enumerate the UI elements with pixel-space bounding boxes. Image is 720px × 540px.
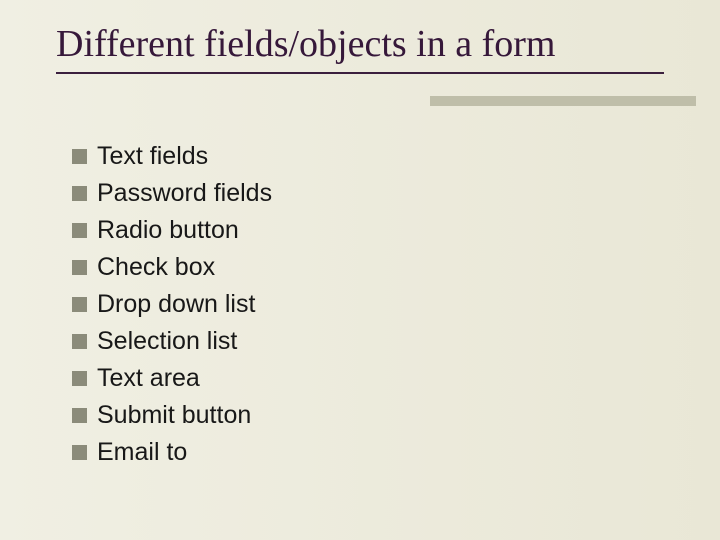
square-bullet-icon bbox=[72, 149, 87, 164]
title-block: Different fields/objects in a form bbox=[56, 24, 664, 74]
list-item-label: Drop down list bbox=[97, 288, 255, 320]
list-item-label: Text fields bbox=[97, 140, 208, 172]
content-area: Text fields Password fields Radio button… bbox=[72, 140, 632, 473]
slide: Different fields/objects in a form Text … bbox=[0, 0, 720, 540]
list-item-label: Submit button bbox=[97, 399, 251, 431]
title-underline bbox=[56, 72, 664, 74]
list-item-label: Radio button bbox=[97, 214, 239, 246]
list-item: Drop down list bbox=[72, 288, 632, 320]
list-item-label: Password fields bbox=[97, 177, 272, 209]
list-item: Selection list bbox=[72, 325, 632, 357]
bullet-list: Text fields Password fields Radio button… bbox=[72, 140, 632, 468]
list-item: Submit button bbox=[72, 399, 632, 431]
list-item-label: Email to bbox=[97, 436, 187, 468]
list-item: Radio button bbox=[72, 214, 632, 246]
square-bullet-icon bbox=[72, 297, 87, 312]
list-item-label: Text area bbox=[97, 362, 200, 394]
list-item: Text fields bbox=[72, 140, 632, 172]
square-bullet-icon bbox=[72, 408, 87, 423]
list-item: Check box bbox=[72, 251, 632, 283]
square-bullet-icon bbox=[72, 260, 87, 275]
square-bullet-icon bbox=[72, 445, 87, 460]
list-item: Password fields bbox=[72, 177, 632, 209]
square-bullet-icon bbox=[72, 334, 87, 349]
square-bullet-icon bbox=[72, 223, 87, 238]
list-item: Text area bbox=[72, 362, 632, 394]
square-bullet-icon bbox=[72, 371, 87, 386]
accent-bar bbox=[430, 96, 696, 106]
slide-title: Different fields/objects in a form bbox=[56, 24, 664, 66]
list-item-label: Selection list bbox=[97, 325, 237, 357]
square-bullet-icon bbox=[72, 186, 87, 201]
list-item: Email to bbox=[72, 436, 632, 468]
list-item-label: Check box bbox=[97, 251, 215, 283]
